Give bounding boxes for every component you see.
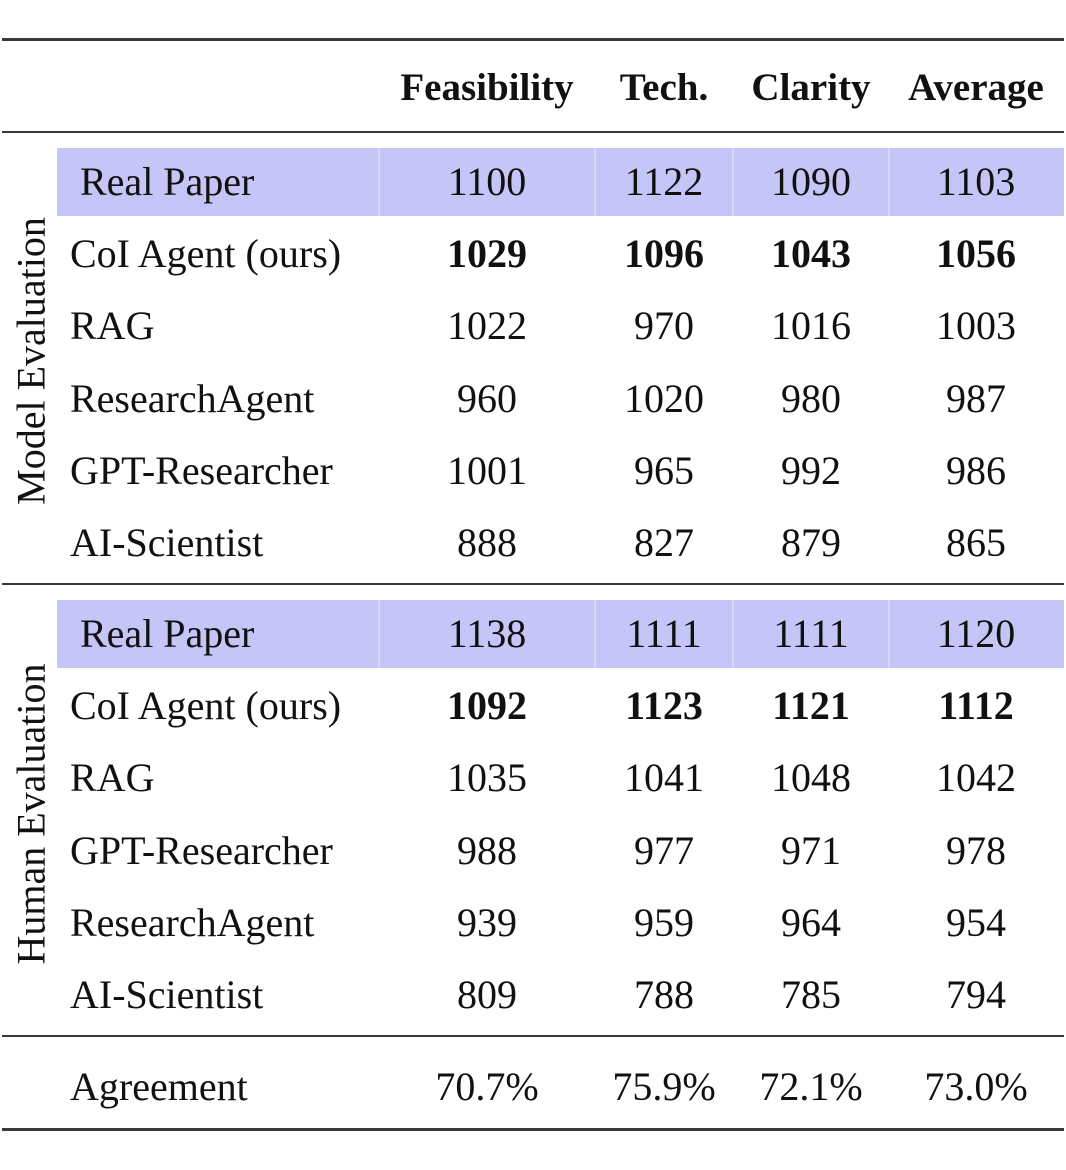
row-label: CoI Agent (ours): [70, 231, 342, 277]
row-label: AI-Scientist: [70, 972, 264, 1017]
cell-tech: 1122: [624, 159, 704, 204]
row-label: Real Paper: [80, 159, 255, 204]
group-label-human-evaluation: Human Evaluation: [8, 663, 54, 965]
row-label: AI-Scientist: [70, 520, 264, 565]
cell-average: 1056: [936, 231, 1016, 277]
cell-feasibility: 1138: [447, 611, 527, 656]
cell-clarity: 980: [781, 375, 841, 421]
cell-tech: 1111: [626, 611, 702, 656]
cell-tech: 977: [634, 827, 694, 873]
highlight-cell-separator: [378, 148, 380, 216]
cell-average: 794: [946, 972, 1006, 1017]
cell-clarity: 964: [781, 899, 841, 945]
cell-clarity: 879: [781, 520, 841, 565]
cell-clarity: 1121: [772, 683, 850, 729]
col-header-feasibility: Feasibility: [400, 66, 574, 109]
cell-feasibility: 809: [457, 972, 517, 1017]
col-header-tech: Tech.: [619, 66, 709, 109]
cell-tech: 1096: [624, 231, 704, 277]
cell-tech: 965: [634, 447, 694, 493]
cell-average: 954: [946, 899, 1006, 945]
row-label: RAG: [70, 303, 155, 349]
cell-average: 978: [946, 827, 1006, 873]
cell-feasibility: 1035: [447, 755, 527, 801]
row-label: GPT-Researcher: [70, 827, 333, 873]
highlight-cell-separator: [594, 148, 596, 216]
cell-feasibility: 1100: [447, 159, 527, 204]
group-label-model-evaluation: Model Evaluation: [8, 217, 54, 505]
row-label: RAG: [70, 755, 155, 801]
cell-tech: 970: [634, 303, 694, 349]
cell-tech: 788: [634, 972, 694, 1017]
agreement-average: 73.0%: [924, 1064, 1028, 1109]
cell-tech: 1020: [624, 375, 704, 421]
highlight-row-background: [57, 600, 1064, 668]
agreement-label: Agreement: [70, 1064, 248, 1109]
bottom-rule: [2, 1128, 1064, 1131]
cell-clarity: 992: [781, 447, 841, 493]
cell-tech: 827: [634, 520, 694, 565]
cell-clarity: 1111: [773, 611, 849, 656]
cell-average: 1042: [936, 755, 1016, 801]
cell-feasibility: 1029: [447, 231, 527, 277]
highlight-cell-separator: [732, 600, 734, 668]
row-label: ResearchAgent: [70, 375, 315, 421]
top-rule: [2, 38, 1064, 41]
header-rule: [2, 131, 1064, 133]
highlight-cell-separator: [888, 148, 890, 216]
agreement-feasibility: 70.7%: [435, 1064, 539, 1109]
cell-clarity: 1090: [771, 159, 851, 204]
cell-clarity: 1043: [771, 231, 851, 277]
cell-average: 986: [946, 447, 1006, 493]
cell-average: 865: [946, 520, 1006, 565]
agreement-rule: [2, 1035, 1064, 1037]
cell-feasibility: 988: [457, 827, 517, 873]
cell-feasibility: 1001: [447, 447, 527, 493]
col-header-clarity: Clarity: [751, 66, 871, 109]
cell-clarity: 1048: [771, 755, 851, 801]
cell-feasibility: 960: [457, 375, 517, 421]
agreement-tech: 75.9%: [612, 1064, 716, 1109]
row-label: CoI Agent (ours): [70, 683, 342, 729]
cell-tech: 1041: [624, 755, 704, 801]
group-divider-rule: [2, 583, 1064, 585]
cell-average: 1103: [936, 159, 1016, 204]
cell-average: 1003: [936, 303, 1016, 349]
cell-clarity: 1016: [771, 303, 851, 349]
highlight-cell-separator: [732, 148, 734, 216]
cell-average: 987: [946, 375, 1006, 421]
row-label: ResearchAgent: [70, 899, 315, 945]
cell-feasibility: 1022: [447, 303, 527, 349]
highlight-cell-separator: [594, 600, 596, 668]
cell-tech: 1123: [625, 683, 703, 729]
agreement-clarity: 72.1%: [759, 1064, 863, 1109]
highlight-cell-separator: [378, 600, 380, 668]
col-header-average: Average: [908, 66, 1044, 109]
cell-feasibility: 1092: [447, 683, 527, 729]
cell-average: 1112: [938, 683, 1014, 729]
row-label: Real Paper: [80, 611, 255, 656]
highlight-row-background: [57, 148, 1064, 216]
highlight-cell-separator: [888, 600, 890, 668]
cell-feasibility: 888: [457, 520, 517, 565]
cell-clarity: 785: [781, 972, 841, 1017]
cell-feasibility: 939: [457, 899, 517, 945]
cell-tech: 959: [634, 899, 694, 945]
cell-clarity: 971: [781, 827, 841, 873]
row-label: GPT-Researcher: [70, 447, 333, 493]
cell-average: 1120: [936, 611, 1016, 656]
